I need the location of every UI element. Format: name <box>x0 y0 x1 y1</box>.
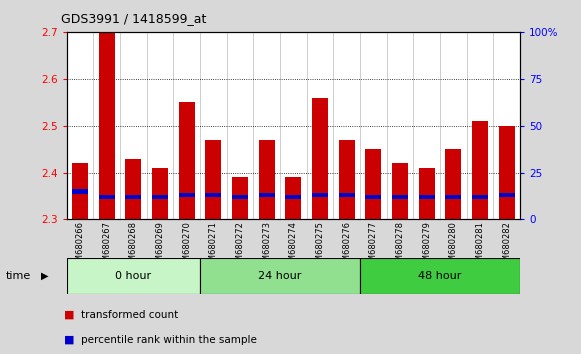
Text: percentile rank within the sample: percentile rank within the sample <box>81 335 257 345</box>
Text: ■: ■ <box>64 310 74 320</box>
Text: GDS3991 / 1418599_at: GDS3991 / 1418599_at <box>61 12 206 25</box>
Bar <box>307 32 333 219</box>
Text: time: time <box>6 271 31 281</box>
Text: ▶: ▶ <box>41 271 48 281</box>
Bar <box>365 195 381 199</box>
Bar <box>360 32 387 219</box>
Bar <box>152 195 168 199</box>
Bar <box>472 121 488 219</box>
Bar <box>280 32 307 219</box>
Bar <box>232 177 248 219</box>
Bar <box>232 195 248 199</box>
Bar <box>99 195 115 199</box>
Bar <box>179 102 195 219</box>
Bar <box>419 168 435 219</box>
Bar <box>72 189 88 194</box>
Bar <box>467 32 493 219</box>
Bar <box>67 32 94 219</box>
Bar <box>227 32 253 219</box>
Bar <box>206 140 221 219</box>
Bar <box>387 32 413 219</box>
Bar <box>339 193 355 198</box>
Bar <box>285 177 302 219</box>
Bar <box>174 32 200 219</box>
Bar <box>200 32 227 219</box>
Bar <box>312 98 328 219</box>
Bar <box>333 32 360 219</box>
Text: transformed count: transformed count <box>81 310 178 320</box>
Text: 24 hour: 24 hour <box>259 271 302 281</box>
Bar <box>120 32 147 219</box>
Bar <box>259 140 275 219</box>
Bar <box>200 258 360 294</box>
Bar <box>392 195 408 199</box>
Bar <box>360 258 520 294</box>
Bar <box>498 126 515 219</box>
Bar <box>446 195 461 199</box>
Bar <box>152 168 168 219</box>
Bar <box>67 258 200 294</box>
Bar <box>498 193 515 198</box>
Bar <box>206 193 221 198</box>
Text: ■: ■ <box>64 335 74 345</box>
Bar <box>365 149 381 219</box>
Bar <box>147 32 174 219</box>
Bar <box>392 163 408 219</box>
Bar <box>312 193 328 198</box>
Bar <box>472 195 488 199</box>
Bar <box>99 32 115 219</box>
Text: 0 hour: 0 hour <box>116 271 152 281</box>
Text: 48 hour: 48 hour <box>418 271 462 281</box>
Bar <box>94 32 120 219</box>
Bar <box>493 32 520 219</box>
Bar <box>72 163 88 219</box>
Bar <box>446 149 461 219</box>
Bar <box>253 32 280 219</box>
Bar <box>419 195 435 199</box>
Bar <box>339 140 355 219</box>
Bar <box>179 193 195 198</box>
Bar <box>413 32 440 219</box>
Bar <box>440 32 467 219</box>
Bar <box>285 195 302 199</box>
Bar <box>259 193 275 198</box>
Bar <box>125 195 141 199</box>
Bar <box>125 159 141 219</box>
